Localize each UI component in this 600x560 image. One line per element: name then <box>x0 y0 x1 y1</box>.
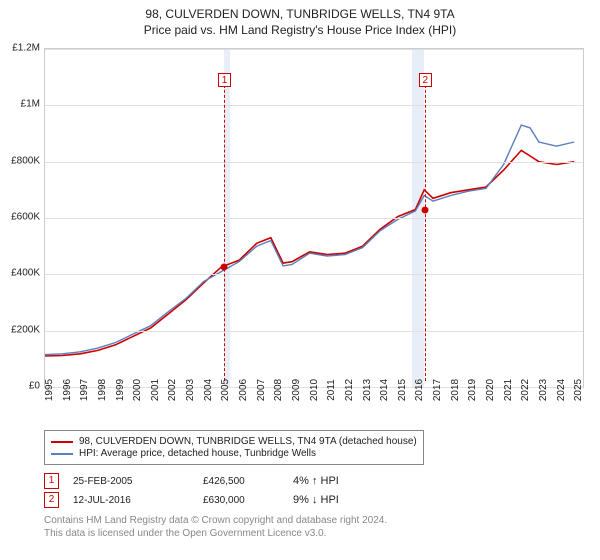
legend-label-property: 98, CULVERDEN DOWN, TUNBRIDGE WELLS, TN4… <box>79 436 417 447</box>
chart-container: 98, CULVERDEN DOWN, TUNBRIDGE WELLS, TN4… <box>0 0 600 560</box>
legend-label-hpi: HPI: Average price, detached house, Tunb… <box>79 448 316 459</box>
title-block: 98, CULVERDEN DOWN, TUNBRIDGE WELLS, TN4… <box>0 0 600 38</box>
license-text: Contains HM Land Registry data © Crown c… <box>44 514 584 540</box>
legend-row-hpi: HPI: Average price, detached house, Tunb… <box>51 448 417 459</box>
gridline-h <box>45 105 583 106</box>
license-line2: This data is licensed under the Open Gov… <box>44 527 584 540</box>
sale-delta-2: 9% ↓ HPI <box>293 494 339 506</box>
legend-row-property: 98, CULVERDEN DOWN, TUNBRIDGE WELLS, TN4… <box>51 436 417 447</box>
gridline-h <box>45 218 583 219</box>
sale-delta-1: 4% ↑ HPI <box>293 475 339 487</box>
sale-price-1: £426,500 <box>203 476 293 487</box>
gridline-h <box>45 49 583 50</box>
gridline-h <box>45 274 583 275</box>
legend-box: 98, CULVERDEN DOWN, TUNBRIDGE WELLS, TN4… <box>44 430 424 465</box>
sale-marker-2: 2 <box>44 492 59 508</box>
flag-line <box>425 80 426 381</box>
flag-marker: 1 <box>218 73 231 87</box>
sale-price-2: £630,000 <box>203 495 293 506</box>
chart-plot-area: 12 <box>44 48 584 388</box>
gridline-h <box>45 162 583 163</box>
sale-row-1: 1 25-FEB-2005 £426,500 4% ↑ HPI <box>44 473 584 489</box>
legend-swatch-hpi <box>51 453 73 455</box>
subtitle: Price paid vs. HM Land Registry's House … <box>0 22 600 38</box>
sale-marker-1: 1 <box>44 473 59 489</box>
legend-swatch-property <box>51 441 73 443</box>
sale-date-2: 12-JUL-2016 <box>73 495 203 506</box>
sale-date-1: 25-FEB-2005 <box>73 476 203 487</box>
y-tick-label: £400K <box>0 268 40 279</box>
gridline-h <box>45 331 583 332</box>
y-tick-label: £1M <box>0 99 40 110</box>
flag-marker: 2 <box>419 73 432 87</box>
flag-line <box>224 80 225 381</box>
series-hpi <box>45 125 574 355</box>
footer-block: 98, CULVERDEN DOWN, TUNBRIDGE WELLS, TN4… <box>44 430 584 540</box>
y-tick-label: £200K <box>0 324 40 335</box>
y-tick-label: £1.2M <box>0 43 40 54</box>
y-tick-label: £800K <box>0 155 40 166</box>
y-tick-label: £600K <box>0 212 40 223</box>
license-line1: Contains HM Land Registry data © Crown c… <box>44 514 584 527</box>
y-tick-label: £0 <box>0 381 40 392</box>
x-tick-label: 2025 <box>573 379 600 401</box>
address-title: 98, CULVERDEN DOWN, TUNBRIDGE WELLS, TN4… <box>0 6 600 22</box>
sale-row-2: 2 12-JUL-2016 £630,000 9% ↓ HPI <box>44 492 584 508</box>
